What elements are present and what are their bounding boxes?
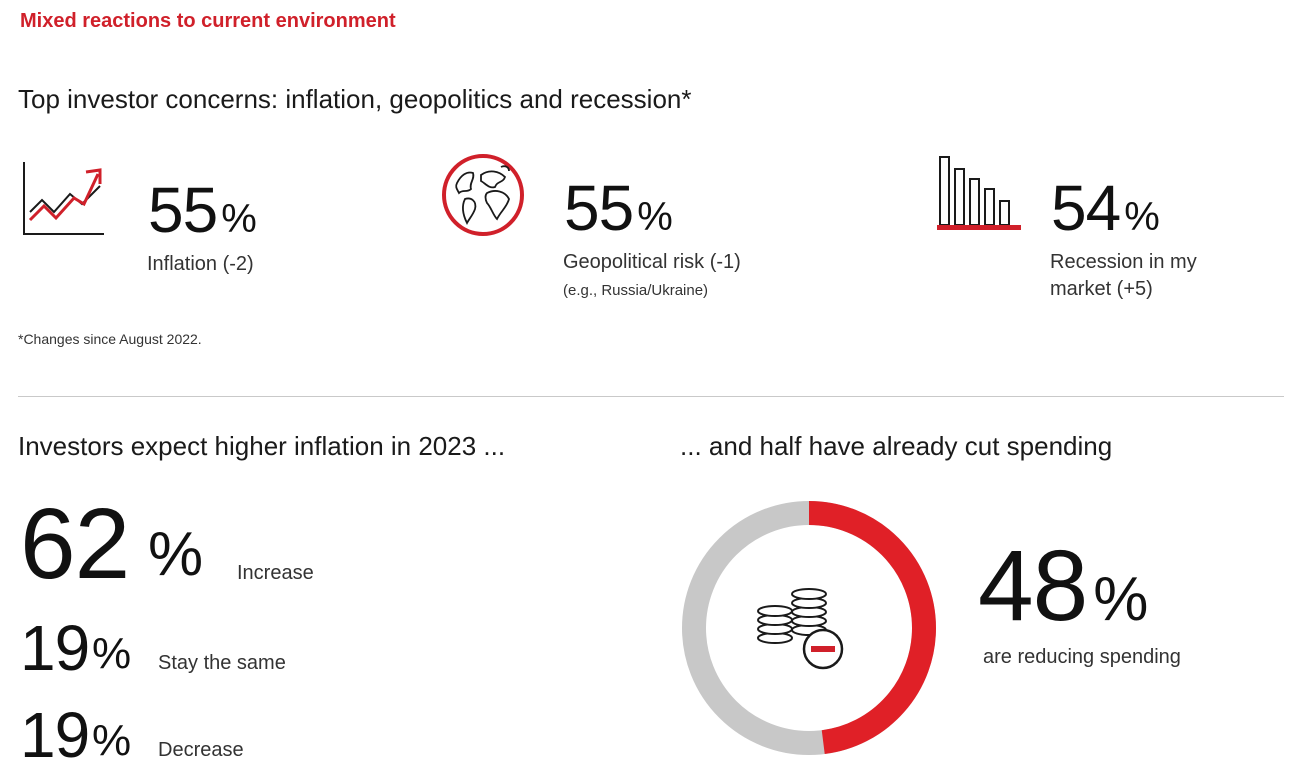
expectation-value: 19	[20, 612, 90, 684]
value-unit: %	[1093, 565, 1149, 634]
spending-value: 48%	[978, 536, 1148, 636]
spending-label: are reducing spending	[983, 646, 1181, 668]
expectation-row-same: 19 % Stay the same	[20, 616, 620, 686]
expectation-value: 62	[20, 488, 130, 600]
globe-icon	[441, 153, 525, 237]
donut-fill-arc	[682, 501, 936, 755]
inflation-concern-value: 55%	[148, 178, 257, 242]
concerns-title: Top investor concerns: inflation, geopol…	[18, 84, 692, 114]
expectation-unit: %	[148, 520, 203, 589]
section-divider	[18, 396, 1284, 397]
expectation-unit: %	[92, 629, 131, 678]
value-number: 48	[978, 530, 1088, 642]
geopolitical-concern-label: Geopolitical risk (-1)	[563, 251, 741, 273]
geopolitical-concern-sublabel: (e.g., Russia/Ukraine)	[563, 282, 709, 299]
value-unit: %	[1124, 195, 1160, 239]
rising-chart-icon	[22, 160, 106, 236]
value-number: 55	[564, 172, 634, 244]
value-unit: %	[221, 197, 257, 241]
value-number: 55	[148, 174, 218, 246]
expectation-label: Stay the same	[158, 652, 286, 674]
expectation-row-decrease: 19 % Decrease	[20, 703, 620, 773]
inflation-concern-label: Inflation (-2)	[147, 253, 254, 275]
label-line-2: market (+5)	[1050, 278, 1153, 300]
value-number: 54	[1051, 172, 1121, 244]
coins-minus-icon	[755, 582, 847, 672]
value-unit: %	[637, 195, 673, 239]
expectation-row-increase: 62 % Increase	[20, 494, 620, 594]
expectation-label: Increase	[237, 562, 314, 584]
page-kicker-title: Mixed reactions to current environment	[20, 10, 396, 32]
expectation-label: Decrease	[158, 739, 244, 761]
label-line-1: Recession in my	[1050, 251, 1197, 273]
expectation-unit: %	[92, 716, 131, 765]
expectation-value: 19	[20, 699, 90, 771]
geopolitical-concern-value: 55%	[564, 176, 673, 240]
concerns-footnote: *Changes since August 2022.	[18, 331, 202, 347]
spending-title: ... and half have already cut spending	[680, 431, 1113, 461]
spending-donut	[678, 497, 940, 759]
declining-bars-icon	[936, 155, 1022, 231]
recession-concern-label: Recession in my market (+5)	[1050, 249, 1197, 303]
recession-concern-value: 54%	[1051, 176, 1160, 240]
inflation-expectation-title: Investors expect higher inflation in 202…	[18, 431, 506, 461]
